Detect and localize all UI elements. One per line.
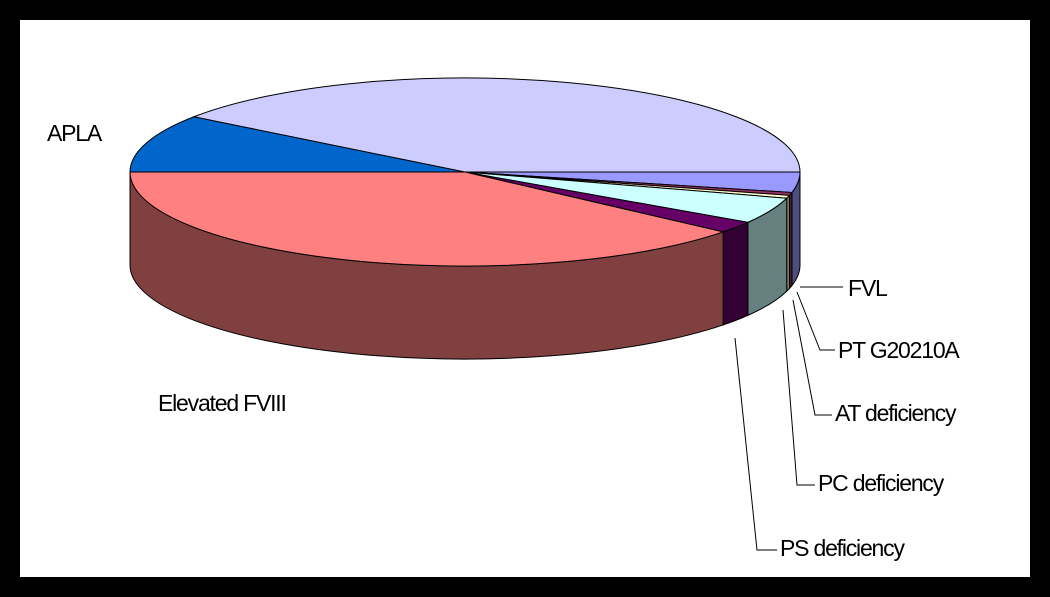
leader-line bbox=[734, 337, 777, 551]
slice-label: AT deficiency bbox=[835, 400, 957, 426]
leader-line bbox=[792, 299, 832, 416]
pie-slice bbox=[129, 116, 466, 173]
pie-slice bbox=[192, 77, 801, 173]
slice-label: Elevated FVIII bbox=[158, 390, 286, 416]
pie-slice bbox=[129, 171, 725, 267]
slice-label: PS deficiency bbox=[780, 535, 905, 561]
slice-label: APLA bbox=[47, 120, 103, 146]
labels: FVL PT G20210A AT deficiency PC deficiency P… bbox=[47, 120, 962, 561]
slice-label: PT G20210A bbox=[838, 337, 960, 363]
slice-label: PC deficiency bbox=[818, 470, 945, 496]
pie-wall bbox=[722, 221, 749, 326]
slice-label: FVL bbox=[848, 275, 888, 301]
leader-line bbox=[796, 291, 835, 351]
pie-tops bbox=[129, 77, 801, 267]
leader-line bbox=[782, 309, 815, 486]
